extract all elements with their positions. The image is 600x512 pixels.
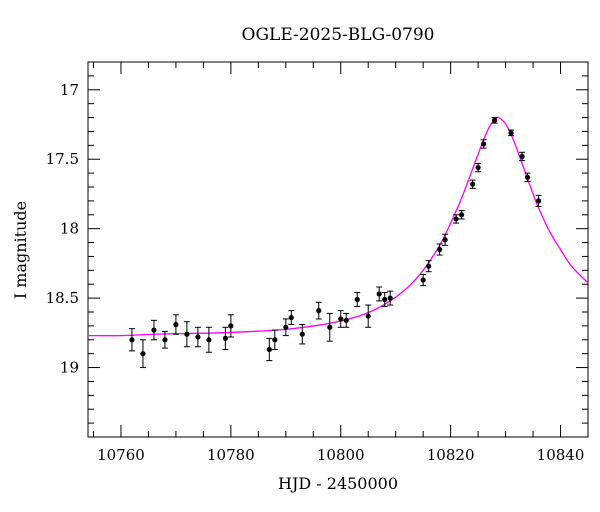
- data-point: [382, 296, 388, 303]
- model-curve: [87, 116, 589, 337]
- axis-ticks: [88, 61, 589, 437]
- data-point: [140, 351, 146, 357]
- x-tick-label: 10760: [97, 446, 145, 464]
- data-point: [535, 198, 542, 204]
- data-point: [426, 263, 432, 269]
- data-point: [283, 324, 289, 330]
- data-point: [343, 317, 349, 323]
- plot-frame: [87, 61, 589, 438]
- x-axis-label: HJD - 2450000: [278, 474, 398, 493]
- data-point: [151, 327, 157, 333]
- y-tick-label: 18.5: [46, 289, 79, 307]
- data-point: [376, 291, 382, 297]
- data-point: [222, 335, 228, 341]
- x-tick-label: 10800: [317, 446, 365, 464]
- data-point: [162, 337, 168, 343]
- data-point: [365, 313, 371, 319]
- x-tick-label: 10820: [427, 446, 475, 464]
- data-point: [173, 321, 179, 328]
- x-tick-label: 10840: [537, 446, 585, 464]
- data-point: [338, 316, 344, 322]
- data-point: [491, 117, 498, 123]
- data-points-group: [128, 117, 542, 369]
- data-point: [459, 212, 465, 218]
- data-point: [288, 314, 294, 321]
- y-tick-label: 17.5: [46, 150, 79, 168]
- y-axis-label: I magnitude: [11, 201, 30, 299]
- data-point: [354, 296, 360, 303]
- data-point: [470, 181, 476, 187]
- data-point: [481, 141, 487, 147]
- data-point: [387, 295, 393, 301]
- y-tick-label: 17: [60, 81, 79, 99]
- data-point: [442, 237, 448, 243]
- data-point: [508, 130, 514, 136]
- model-curve-group: [87, 116, 589, 337]
- data-point: [524, 174, 531, 180]
- data-point: [129, 337, 135, 343]
- x-tick-label: 10780: [207, 446, 255, 464]
- data-point: [316, 308, 322, 314]
- data-point: [475, 164, 481, 171]
- y-tick-label: 19: [60, 359, 79, 377]
- data-point: [299, 331, 305, 337]
- data-point: [327, 324, 333, 330]
- data-point: [420, 277, 426, 283]
- data-point: [266, 346, 272, 353]
- data-point: [453, 216, 459, 222]
- data-point: [437, 246, 443, 253]
- data-point: [272, 337, 278, 343]
- data-point: [184, 331, 190, 337]
- chart-title: OGLE-2025-BLG-0790: [242, 25, 435, 45]
- data-point: [195, 334, 201, 340]
- plot-area: 10760 10780 10800 10820 10840 17 17.5 18 18.5 19: [46, 61, 589, 464]
- data-point: [206, 337, 212, 343]
- tick-labels: 10760 10780 10800 10820 10840 17 17.5 18 18.5 19: [46, 81, 585, 464]
- data-point: [228, 323, 234, 329]
- data-point: [519, 153, 525, 160]
- y-tick-label: 18: [60, 220, 79, 238]
